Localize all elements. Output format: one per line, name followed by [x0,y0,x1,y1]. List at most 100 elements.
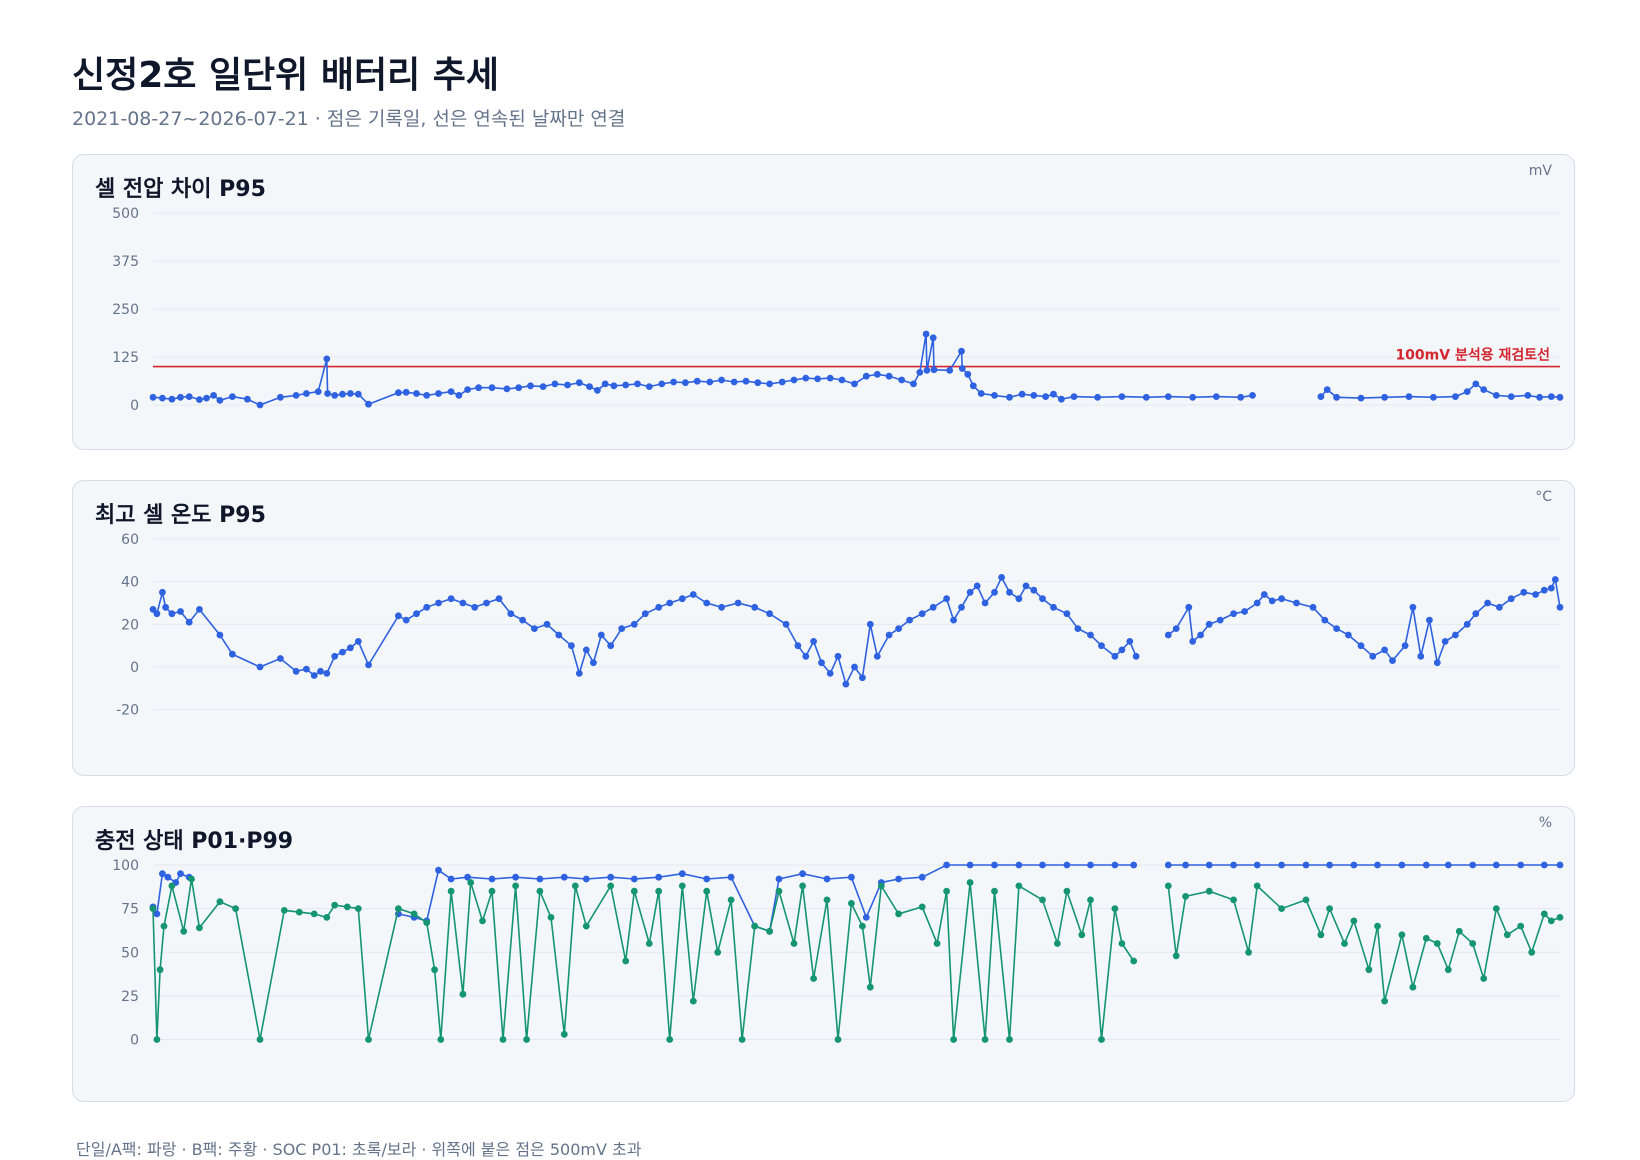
data-point-0 [1409,603,1417,611]
data-point-0 [1030,392,1038,399]
data-point-1 [848,900,855,907]
data-point-0 [730,378,738,386]
data-point-1 [479,917,486,925]
data-point-0 [607,873,615,881]
data-point-0 [1405,393,1413,400]
data-point-0 [916,369,924,376]
chart-title: 셀 전압 차이 P95 [95,177,266,202]
data-point-1 [1098,1036,1105,1043]
data-point-1 [1433,940,1441,947]
data-point-0 [1389,657,1396,664]
data-point-0 [1087,861,1094,869]
data-point-0 [678,595,686,603]
data-point-0 [1417,652,1425,660]
data-point-0 [703,599,711,607]
data-point-1 [180,927,188,935]
data-point-1 [323,914,331,921]
data-point-0 [354,638,362,645]
data-point-1 [536,887,544,895]
data-point-1 [1205,887,1213,895]
data-point-0 [495,595,503,603]
y-tick-label: 125 [112,350,139,366]
data-point-0 [766,610,773,618]
data-point-1 [1547,917,1555,925]
data-point-0 [689,591,697,598]
data-point-1 [1130,957,1138,965]
data-point-1 [1302,896,1310,904]
chart-unit: mV [1528,163,1552,179]
data-point-0 [1524,392,1532,399]
data-point-1 [1469,940,1477,947]
data-point-0 [590,659,597,667]
data-point-1 [1317,931,1325,939]
data-point-0 [848,873,855,881]
y-tick-label: 20 [121,617,139,633]
data-point-0 [1293,599,1300,607]
data-point-0 [586,383,593,390]
data-point-0 [943,595,950,603]
data-point-0 [455,392,463,399]
data-point-1 [560,1030,568,1038]
data-point-0 [1430,393,1437,401]
data-point-0 [1130,861,1138,869]
y-tick-label: 250 [112,302,139,318]
data-point-0 [310,672,318,679]
chart-title: 충전 상태 P01·P99 [95,829,294,854]
data-point-1 [188,875,195,883]
data-point-0 [734,599,742,607]
data-point-0 [873,370,881,378]
data-point-1 [431,966,438,974]
data-point-0 [164,873,172,881]
data-point-0 [582,646,590,654]
data-point-1 [1540,910,1548,918]
data-point-1 [1381,997,1388,1005]
data-point-1 [1278,905,1285,912]
data-point-0 [1369,652,1377,660]
data-point-0 [324,390,331,397]
data-point-0 [1333,625,1340,632]
data-point-1 [295,908,303,916]
data-point-0 [1278,861,1285,869]
data-point-0 [1484,599,1491,607]
data-point-0 [778,378,786,386]
data-point-0 [413,390,420,397]
y-tick-label: 100 [112,858,139,874]
data-point-0 [964,370,972,378]
data-point-1 [343,903,351,911]
data-point-0 [168,610,176,618]
data-point-0 [159,588,166,596]
data-point-0 [339,648,346,656]
data-point-1 [499,1036,507,1043]
data-point-1 [727,896,735,904]
data-point-1 [895,910,902,918]
data-point-1 [714,948,722,956]
y-tick-label: 0 [130,660,139,676]
data-point-0 [1517,861,1525,869]
data-point-0 [706,378,714,386]
data-point-0 [1452,631,1459,639]
soc-chart-svg: 0 25 50 75 100 [112,858,1564,1049]
data-point-0 [159,870,166,878]
data-point-0 [1253,599,1261,607]
data-point-0 [1042,393,1049,400]
data-point-0 [1063,610,1071,618]
data-point-1 [1230,896,1237,904]
data-point-0 [1496,603,1503,611]
data-point-1 [1398,931,1406,939]
data-point-1 [1492,905,1500,912]
data-point-0 [582,875,590,883]
data-point-0 [395,612,402,620]
data-point-0 [918,873,926,881]
data-point-0 [435,599,442,607]
data-point-0 [216,631,224,639]
data-point-0 [423,603,431,611]
chart-panel-voltage: 셀 전압 차이 P95 mV 0 125 250 375 500 100mV 분석용 재검… [72,154,1575,450]
data-point-0 [1317,393,1325,400]
data-point-0 [1532,591,1539,598]
data-point-0 [943,861,950,869]
data-point-0 [564,381,571,389]
data-point-0 [1094,393,1101,401]
data-point-0 [1323,386,1331,393]
data-point-0 [1185,603,1193,611]
data-point-1 [547,914,555,921]
